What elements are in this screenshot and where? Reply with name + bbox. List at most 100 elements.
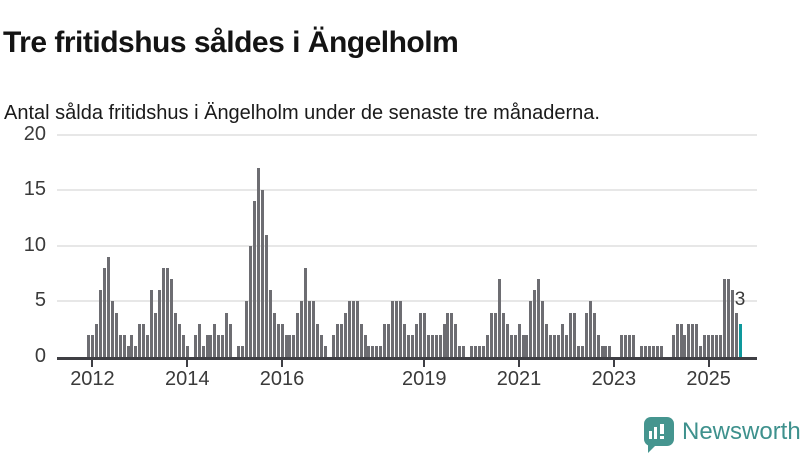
bar — [683, 334, 687, 357]
bar — [284, 334, 288, 357]
bar — [130, 334, 134, 357]
bar — [430, 334, 434, 357]
bar — [450, 312, 454, 357]
newsworthy-bubble-tail — [648, 444, 657, 453]
bar — [94, 323, 98, 357]
bar — [280, 323, 284, 357]
bar — [300, 301, 304, 357]
bar — [572, 312, 576, 357]
bar — [106, 256, 110, 357]
bar — [229, 323, 233, 357]
bar — [414, 323, 418, 357]
bar — [604, 345, 608, 357]
bar — [312, 301, 316, 357]
bar — [501, 312, 505, 357]
bar — [478, 345, 482, 357]
bar — [596, 334, 600, 357]
bar — [482, 345, 485, 357]
bar — [213, 323, 217, 357]
bar — [403, 323, 406, 357]
bar — [252, 201, 256, 357]
bar — [391, 301, 395, 357]
gridline — [57, 300, 757, 303]
bar — [541, 301, 545, 357]
bar — [474, 345, 478, 357]
bar — [201, 345, 205, 357]
bar — [715, 334, 719, 357]
bar — [643, 345, 647, 357]
bar — [383, 323, 387, 357]
bar — [324, 345, 327, 357]
bar — [632, 334, 636, 357]
bar-highlight-latest — [738, 323, 742, 357]
y-axis-label: 15 — [23, 178, 46, 201]
bar — [245, 301, 248, 357]
bar — [699, 345, 703, 357]
bar — [600, 345, 604, 357]
bar — [363, 334, 367, 357]
x-axis-label: 2012 — [70, 368, 115, 390]
bar — [316, 323, 320, 357]
bar — [134, 345, 138, 357]
chart-subtitle: Antal sålda fritidshus i Ängelholm under… — [4, 102, 600, 124]
bar — [640, 345, 643, 357]
bar — [549, 334, 553, 357]
bar — [339, 323, 343, 357]
bar — [588, 301, 592, 357]
newsworthy-bubble-icon — [644, 417, 674, 446]
bar — [225, 312, 229, 357]
bar — [719, 334, 722, 357]
bar — [647, 345, 651, 357]
bar — [185, 345, 189, 357]
bar — [410, 334, 414, 357]
bar — [493, 312, 497, 357]
gridline — [57, 133, 757, 136]
bar — [335, 323, 339, 357]
bar — [580, 345, 584, 357]
bar — [272, 312, 276, 357]
x-axis-tick — [281, 360, 284, 367]
bar — [359, 323, 363, 357]
bar — [102, 268, 106, 357]
bar — [237, 345, 241, 357]
bar — [90, 334, 94, 357]
bar — [529, 301, 533, 357]
bar — [517, 323, 521, 357]
x-axis-label: 2019 — [402, 368, 447, 390]
bar — [158, 290, 162, 357]
bar — [568, 312, 572, 357]
bar — [268, 290, 272, 357]
bar — [193, 334, 197, 357]
bar — [276, 323, 280, 357]
newsworthy-logo[interactable]: Newsworthy — [644, 416, 800, 453]
last-value-label: 3 — [734, 289, 746, 310]
bar — [438, 334, 442, 357]
bar — [387, 323, 391, 357]
bar — [489, 312, 493, 357]
bar — [288, 334, 292, 357]
bar — [347, 301, 351, 357]
x-axis-tick — [612, 360, 615, 367]
bar — [177, 323, 181, 357]
bar — [260, 190, 264, 357]
chart-title: Tre fritidshus såldes i Ängelholm — [3, 26, 459, 60]
y-axis-label: 10 — [23, 233, 46, 256]
x-axis-tick — [518, 360, 521, 367]
bar — [446, 312, 450, 357]
bar — [399, 301, 403, 357]
bar — [553, 334, 557, 357]
y-axis-label: 20 — [23, 122, 46, 145]
bar — [497, 279, 501, 357]
bar — [426, 334, 430, 357]
bar — [537, 279, 541, 357]
x-axis-tick — [91, 360, 94, 367]
bar — [513, 334, 517, 357]
bar — [620, 334, 624, 357]
bar — [122, 334, 126, 357]
bar — [150, 290, 154, 357]
bar — [458, 345, 462, 357]
newsworthy-wordmark: Newsworthy — [682, 418, 800, 445]
bar — [118, 334, 122, 357]
x-axis-label: 2021 — [496, 368, 542, 390]
bar — [434, 334, 438, 357]
